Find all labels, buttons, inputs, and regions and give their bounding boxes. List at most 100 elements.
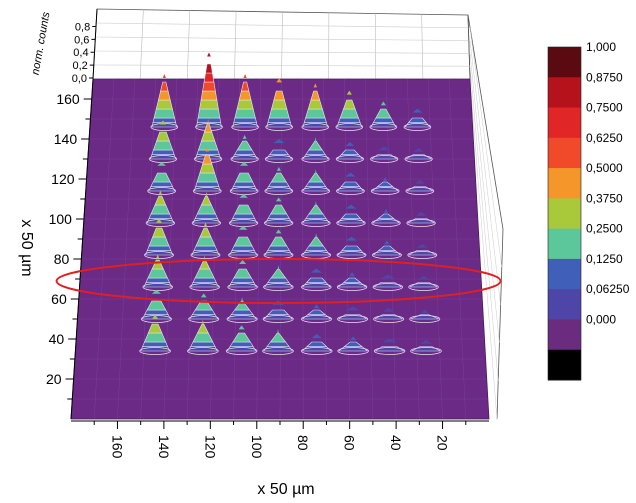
peak-band [267, 309, 289, 315]
colorbar-swatch [548, 168, 581, 199]
back-grid-line [186, 10, 191, 80]
peak [264, 197, 294, 227]
peak [301, 83, 330, 131]
peak [405, 179, 435, 195]
peak-band [194, 213, 219, 219]
peak-contour [190, 251, 221, 259]
peak-band [241, 81, 250, 92]
peak-band [273, 90, 285, 101]
peak-band [148, 213, 173, 219]
peak-contour [335, 123, 364, 131]
peak-band [233, 236, 253, 247]
floor-grid-line [427, 78, 443, 420]
peak-contour [231, 123, 259, 131]
peak-contour [372, 251, 402, 259]
x-tick-label: 40 [388, 435, 404, 451]
peak-band [268, 108, 290, 119]
peak [335, 90, 364, 131]
colorbar-label: 0,6250 [586, 131, 623, 145]
peak [372, 274, 403, 291]
peak-band [232, 213, 256, 219]
peak-tip [158, 190, 162, 195]
peak-tip [203, 255, 206, 260]
peak [226, 297, 258, 323]
x-tick-label: 160 [109, 435, 125, 459]
peak-band [144, 309, 169, 315]
peak-tip [421, 309, 429, 314]
peak-band [200, 90, 218, 101]
peak-tip [243, 74, 247, 79]
peak-band [303, 117, 327, 123]
peak-contour [370, 155, 399, 163]
peak-band [305, 149, 326, 155]
peak-band [375, 108, 392, 119]
peak [403, 108, 432, 131]
peak-band [156, 131, 170, 142]
peak-band [232, 181, 256, 187]
peak-tip [273, 139, 285, 144]
peak-band [342, 277, 362, 283]
floor-grid-line [302, 78, 304, 420]
peak-contour [301, 283, 332, 291]
z-axis-label: norm. counts [30, 11, 53, 76]
peak-band [144, 332, 167, 343]
peak [264, 166, 294, 195]
peak-tip [238, 325, 245, 330]
peak-contour [263, 283, 294, 291]
peak [263, 265, 294, 291]
peak-band [234, 204, 253, 215]
peak-contour [409, 315, 441, 323]
peak-tip [159, 120, 167, 125]
colorbar-swatch [548, 349, 581, 381]
peak-tip [349, 272, 355, 277]
peak-contour [264, 187, 294, 195]
back-grid-line [234, 11, 237, 80]
z-tick-label: 0,6 [74, 34, 89, 46]
peak-band [305, 245, 328, 251]
peak [373, 338, 406, 355]
peak-contour [300, 347, 333, 355]
peak-band [202, 154, 213, 165]
peak-band [308, 204, 324, 215]
peak-contour [407, 251, 438, 259]
peak [369, 101, 398, 131]
peak [195, 52, 223, 131]
peak-band [205, 63, 213, 74]
colorbar-label: 0,5000 [586, 161, 623, 175]
peak-band [308, 140, 323, 151]
peak-band [158, 90, 171, 101]
peak [142, 254, 173, 291]
peak-tip [315, 169, 317, 173]
peak-tip [239, 193, 248, 198]
peak-contour [301, 155, 330, 163]
peak-band [339, 108, 359, 119]
peak [301, 169, 331, 195]
peak [300, 334, 333, 355]
peak [147, 161, 177, 195]
y-tick-label: 160 [56, 91, 80, 107]
peak [373, 307, 405, 323]
peak-band [269, 236, 288, 247]
peak-tip [414, 179, 426, 184]
peak-band [199, 163, 216, 174]
colorbar-label: 0,7500 [586, 101, 623, 115]
peak-contour [145, 219, 175, 227]
peak-contour [189, 283, 220, 291]
peak-tip [204, 222, 207, 227]
peak-tip [151, 289, 161, 294]
colorbar-swatch [548, 198, 581, 230]
peak-band [190, 341, 216, 347]
peak-contour [187, 347, 219, 355]
peak-tip [350, 336, 357, 341]
peak [227, 259, 258, 291]
peak-band [231, 245, 255, 251]
peak-band [310, 90, 321, 101]
peak-band [305, 213, 327, 219]
colorbar: 1,000 0,8750 0,7500 0,6250 0,5000 0,3750 0,250… [547, 40, 630, 381]
peak [337, 336, 369, 355]
peak-contour [144, 251, 174, 259]
peak-band [234, 149, 256, 155]
peak [406, 211, 436, 227]
peak-band [197, 323, 209, 334]
